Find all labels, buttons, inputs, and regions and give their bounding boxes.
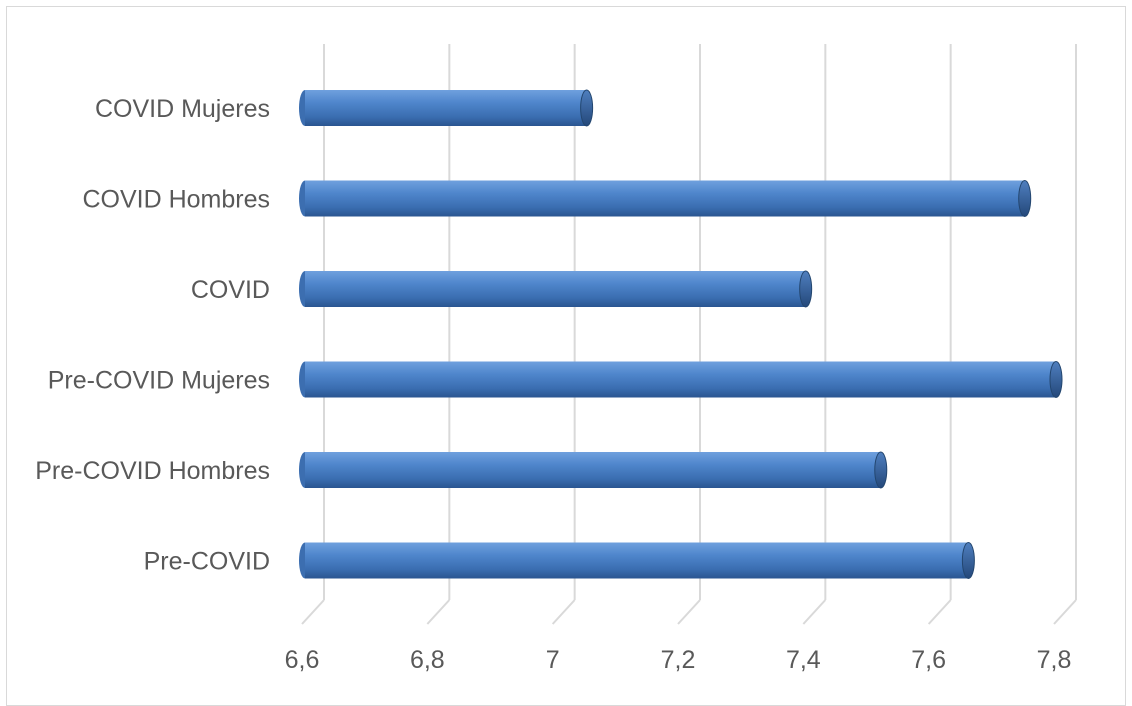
x-tick-label: 7,6 <box>911 646 946 674</box>
floor-gridline <box>551 599 576 625</box>
x-tick-label: 7,2 <box>661 646 696 674</box>
floor-gridline <box>677 599 701 625</box>
x-tick-label: 7,8 <box>1037 646 1072 674</box>
floor-gridline <box>301 599 325 625</box>
category-label: Pre-COVID <box>144 548 270 576</box>
category-labels: COVID Mujeres COVID Hombres COVID Pre-COVID… <box>35 95 270 576</box>
floor-gridline <box>802 599 827 625</box>
category-label: COVID Mujeres <box>95 95 270 123</box>
bar <box>299 270 813 308</box>
x-tick-label: 6,8 <box>410 646 445 674</box>
x-tick-label: 7,4 <box>786 646 821 674</box>
tick-labels: 6,6 6,8 7 7,2 7,4 7,6 7,8 <box>285 646 1072 674</box>
gridlines <box>301 44 1077 625</box>
bar <box>299 361 1063 398</box>
floor-gridline <box>1053 599 1077 625</box>
bar <box>299 180 1032 217</box>
bars <box>299 89 1063 579</box>
category-label: Pre-COVID Mujeres <box>48 367 270 395</box>
floor-gridline <box>927 599 952 625</box>
bar <box>299 89 594 127</box>
bar <box>299 542 975 579</box>
x-tick-label: 6,6 <box>285 646 320 674</box>
floor-gridline <box>426 599 451 625</box>
category-label: COVID <box>191 276 270 304</box>
category-label: Pre-COVID Hombres <box>35 457 270 485</box>
bar <box>299 451 888 489</box>
category-label: COVID Hombres <box>82 186 270 214</box>
x-tick-label: 7 <box>546 646 560 674</box>
